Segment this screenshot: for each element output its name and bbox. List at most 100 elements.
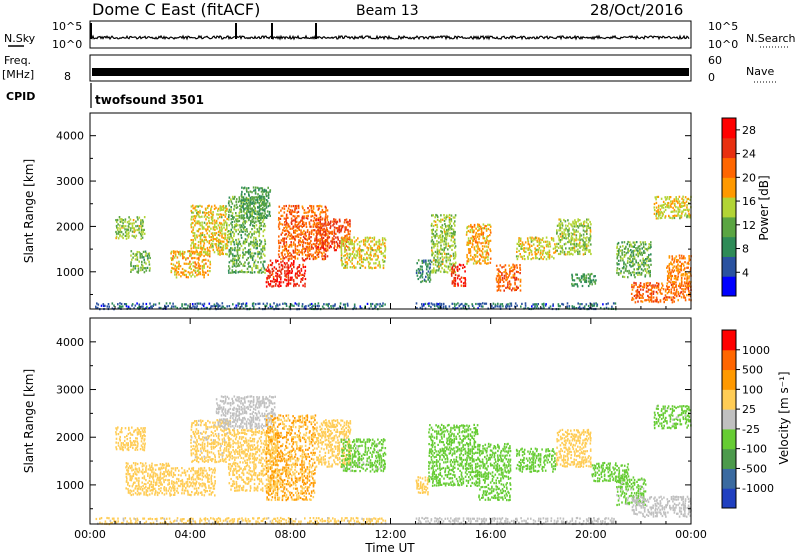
range-cell (317, 227, 319, 230)
range-cell (120, 442, 123, 445)
range-cell (673, 300, 675, 303)
range-cell (237, 256, 239, 260)
range-cell (145, 269, 148, 272)
range-cell (668, 216, 671, 219)
range-cell (543, 249, 545, 252)
range-cell (286, 249, 288, 252)
range-cell (260, 187, 262, 190)
range-cell (552, 303, 554, 306)
range-cell (324, 247, 326, 250)
range-cell (158, 488, 160, 491)
range-cell (571, 305, 574, 308)
range-cell (296, 223, 298, 227)
range-cell (239, 204, 241, 207)
range-cell (241, 214, 243, 217)
range-cell (579, 303, 581, 306)
range-cell (358, 241, 361, 244)
range-cell (252, 209, 255, 212)
range-cell (174, 467, 177, 470)
range-cell (367, 260, 370, 264)
range-cell (176, 482, 178, 485)
range-cell (289, 237, 291, 240)
range-cell (480, 229, 483, 233)
range-cell (675, 266, 678, 270)
range-cell (228, 250, 230, 253)
range-cell (290, 245, 293, 248)
range-cell (168, 487, 171, 490)
range-cell (556, 245, 558, 248)
range-cell (280, 264, 283, 267)
range-cell (559, 226, 561, 230)
range-cell (682, 201, 685, 204)
range-cell (295, 204, 298, 208)
range-cell (117, 230, 120, 233)
range-cell (117, 444, 120, 447)
range-cell (178, 253, 180, 256)
range-cell (501, 285, 504, 288)
range-cell (213, 219, 216, 222)
range-cell (310, 247, 313, 250)
range-cell (196, 489, 198, 492)
range-cell (496, 280, 499, 283)
range-cell (199, 491, 202, 494)
range-cell (174, 254, 177, 257)
range-cell (143, 216, 146, 219)
range-cell (593, 275, 595, 278)
range-cell (190, 250, 192, 253)
range-cell (302, 239, 304, 242)
range-cell (201, 224, 203, 227)
range-cell (198, 257, 200, 260)
range-cell (644, 299, 646, 302)
range-cell (452, 236, 455, 239)
range-cell (172, 255, 174, 258)
range-cell (169, 302, 171, 305)
range-cell (378, 248, 380, 251)
range-cell (535, 307, 538, 310)
range-cell (277, 274, 279, 277)
range-cell (233, 241, 235, 244)
range-cell (630, 274, 632, 277)
range-cell (589, 226, 592, 229)
range-cell (214, 221, 216, 224)
range-cell (219, 216, 221, 219)
range-cell (219, 213, 222, 216)
range-cell (473, 238, 475, 241)
range-cell (138, 432, 140, 435)
range-cell (614, 302, 617, 305)
range-cell (582, 236, 585, 239)
range-cell (485, 302, 488, 305)
range-cell (144, 254, 147, 257)
range-cell (328, 246, 331, 249)
range-cell (130, 227, 132, 230)
range-cell (503, 284, 505, 287)
range-cell (125, 305, 128, 308)
range-cell (275, 259, 277, 262)
range-cell (148, 464, 151, 467)
range-cell (196, 229, 199, 232)
range-cell (688, 216, 690, 219)
range-cell (174, 305, 177, 308)
range-cell (454, 271, 456, 274)
range-cell (251, 220, 254, 224)
range-cell (686, 208, 689, 211)
range-cell (506, 278, 508, 281)
range-cell (243, 217, 246, 220)
range-cell (326, 247, 328, 250)
range-cell (328, 223, 331, 226)
range-cell (142, 305, 144, 308)
range-cell (650, 263, 652, 266)
range-cell (319, 229, 322, 232)
range-cell (314, 251, 317, 254)
range-cell (432, 233, 435, 236)
range-cell (199, 267, 201, 270)
range-cell (198, 228, 200, 231)
range-cell (429, 272, 431, 275)
range-cell (130, 263, 132, 266)
range-cell (474, 241, 477, 244)
range-cell (253, 202, 255, 205)
range-cell (581, 303, 583, 306)
range-cell (248, 210, 250, 213)
range-cell (172, 267, 174, 270)
range-cell (238, 230, 241, 233)
range-cell (484, 256, 487, 259)
